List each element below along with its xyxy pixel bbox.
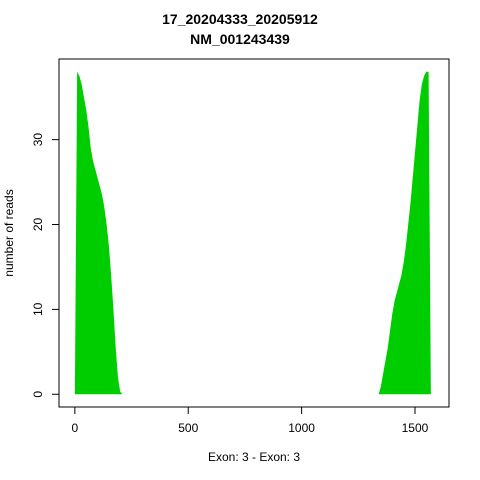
y-tick-label: 10	[31, 302, 45, 316]
x-tick-label: 0	[72, 421, 79, 435]
chart-title-line-1: 17_20204333_20205912	[162, 11, 318, 27]
x-axis-label: Exon: 3 - Exon: 3	[208, 450, 300, 464]
coverage-area	[74, 71, 433, 395]
y-tick-label: 0	[31, 391, 45, 398]
chart-title-line-2: NM_001243439	[190, 31, 290, 47]
y-tick-label: 30	[31, 133, 45, 147]
y-tick-label: 20	[31, 218, 45, 232]
x-tick-label: 1000	[288, 421, 315, 435]
x-tick-label: 500	[178, 421, 198, 435]
y-axis-label: number of reads	[2, 189, 16, 276]
x-axis: 0 500 1000 1500	[72, 407, 429, 435]
y-axis: 0 10 20 30	[31, 133, 59, 398]
x-tick-label: 1500	[402, 421, 429, 435]
